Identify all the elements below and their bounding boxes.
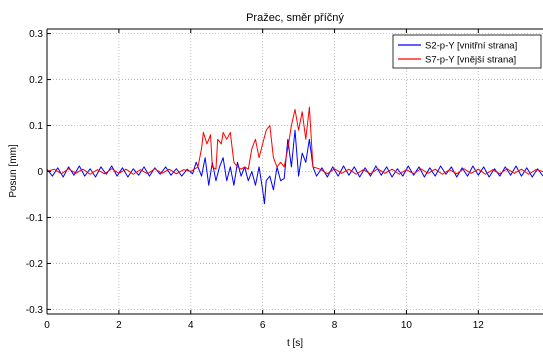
x-tick-label: 4	[188, 320, 194, 331]
series-line-2	[46, 106, 543, 175]
legend-box	[392, 34, 542, 69]
y-tick-label: -0.3	[26, 305, 44, 316]
x-tick-label: 0	[44, 320, 50, 331]
y-tick-label: 0.3	[29, 29, 43, 40]
y-axis-label: Posun [mm]	[8, 144, 19, 198]
x-tick-label: 10	[401, 320, 413, 331]
y-tick-label: -0.2	[26, 259, 44, 270]
x-axis-label: t [s]	[287, 338, 303, 349]
ticks: 0 2 4 6 8 10 12 -0.3 -0.2 -0.1 0 0.1 0.2 0.3	[26, 29, 485, 331]
y-tick-label: 0.2	[29, 75, 43, 86]
y-tick-label: 0	[37, 167, 43, 178]
legend-label-2: S7-p-Y [vnější strana]	[425, 55, 516, 66]
legend-label-1: S2-p-Y [vnitřní strana]	[425, 41, 517, 52]
x-tick-label: 8	[332, 320, 338, 331]
chart-title: Pražec, směr příčný	[246, 12, 344, 24]
x-tick-label: 6	[260, 320, 266, 331]
x-tick-label: 12	[473, 320, 485, 331]
legend: S2-p-Y [vnitřní strana] S7-p-Y [vnější st…	[392, 34, 542, 69]
y-tick-label: -0.1	[26, 213, 44, 224]
y-tick-label: 0.1	[29, 121, 43, 132]
series-layer	[46, 106, 543, 205]
x-tick-label: 2	[116, 320, 122, 331]
